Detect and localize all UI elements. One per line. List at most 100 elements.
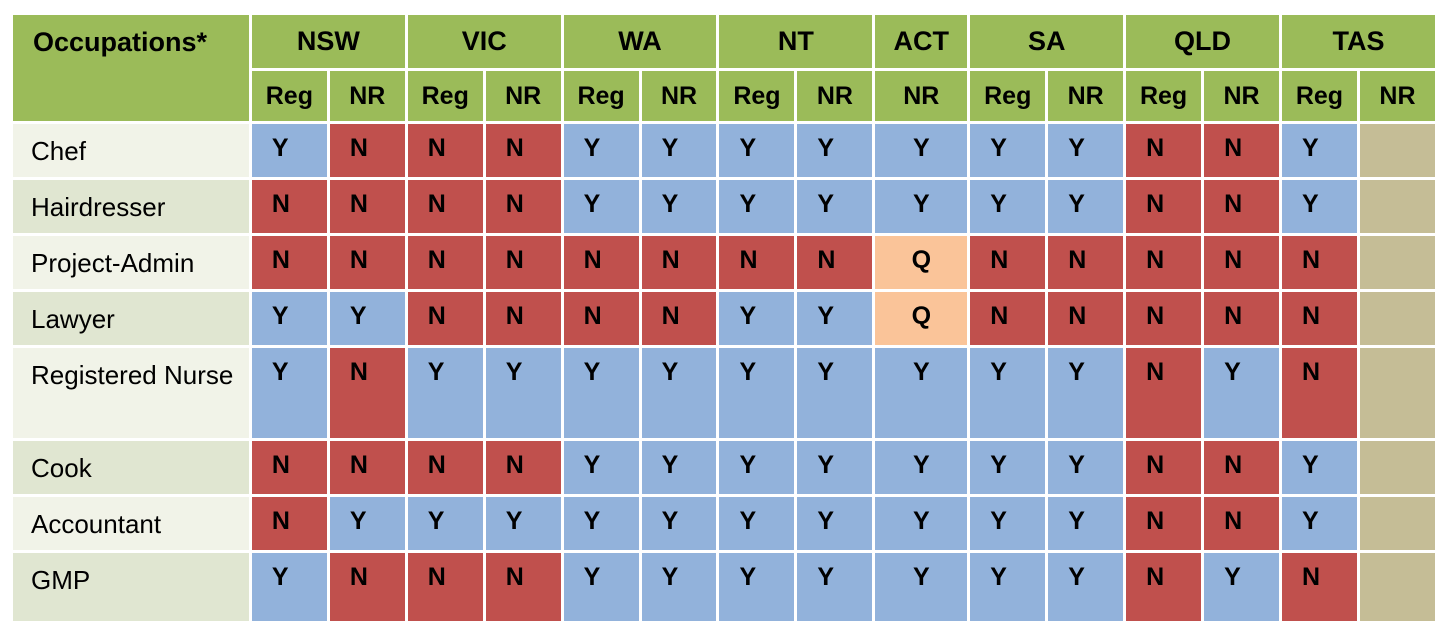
subheader-qld-nr: NR bbox=[1204, 71, 1279, 121]
cell-hairdresser-vic-nr: N bbox=[485, 180, 561, 233]
cell-registered-nurse-qld-nr: Y bbox=[1204, 348, 1279, 438]
subheader-vic-nr: NR bbox=[485, 71, 561, 121]
table-row-project-admin: Project-Admin N N N N N N N N Q N N N N N bbox=[13, 236, 1435, 289]
cell-gmp-vic-nr: N bbox=[485, 553, 561, 621]
subheader-sa-reg: Reg bbox=[970, 71, 1046, 121]
state-header-act: ACT bbox=[875, 15, 968, 68]
cell-lawyer-sa-reg: N bbox=[970, 292, 1046, 345]
cell-registered-nurse-vic-nr: Y bbox=[485, 348, 561, 438]
cell-accountant-nt-nr: Y bbox=[797, 497, 873, 550]
cell-project-admin-nt-nr: N bbox=[797, 236, 873, 289]
cell-project-admin-qld-nr: N bbox=[1204, 236, 1279, 289]
cell-cook-nt-reg: Y bbox=[719, 441, 795, 494]
cell-accountant-vic-reg: Y bbox=[407, 497, 483, 550]
cell-lawyer-nt-nr: Y bbox=[797, 292, 873, 345]
cell-chef-nt-reg: Y bbox=[719, 124, 795, 177]
cell-accountant-act-nr: Y bbox=[875, 497, 968, 550]
table-row-registered-nurse: Registered Nurse Y N Y Y Y Y Y Y Y Y Y N Y N bbox=[13, 348, 1435, 438]
cell-chef-vic-nr: N bbox=[485, 124, 561, 177]
subheader-tas-reg: Reg bbox=[1281, 71, 1357, 121]
cell-cook-qld-nr: N bbox=[1204, 441, 1279, 494]
cell-gmp-vic-reg: N bbox=[407, 553, 483, 621]
cell-project-admin-act-nr: Q bbox=[875, 236, 968, 289]
subheader-qld-reg: Reg bbox=[1126, 71, 1202, 121]
cell-accountant-tas-nr bbox=[1359, 497, 1435, 550]
cell-hairdresser-vic-reg: N bbox=[407, 180, 483, 233]
cell-accountant-nt-reg: Y bbox=[719, 497, 795, 550]
subheader-sa-nr: NR bbox=[1048, 71, 1124, 121]
cell-cook-qld-reg: N bbox=[1126, 441, 1202, 494]
row-label-registered-nurse: Registered Nurse bbox=[13, 348, 249, 438]
cell-chef-sa-nr: Y bbox=[1048, 124, 1124, 177]
cell-registered-nurse-wa-nr: Y bbox=[641, 348, 717, 438]
cell-cook-vic-nr: N bbox=[485, 441, 561, 494]
cell-lawyer-qld-nr: N bbox=[1204, 292, 1279, 345]
subheader-nsw-reg: Reg bbox=[251, 71, 327, 121]
cell-gmp-qld-nr: Y bbox=[1204, 553, 1279, 621]
cell-lawyer-tas-nr bbox=[1359, 292, 1435, 345]
cell-accountant-wa-nr: Y bbox=[641, 497, 717, 550]
occupations-registration-table: Occupations* NSW VIC WA NT ACT SA QLD TAS Reg NR Re… bbox=[10, 12, 1438, 624]
cell-gmp-nsw-nr: N bbox=[329, 553, 405, 621]
cell-hairdresser-tas-reg: Y bbox=[1281, 180, 1357, 233]
cell-hairdresser-wa-reg: Y bbox=[563, 180, 639, 233]
cell-cook-tas-nr bbox=[1359, 441, 1435, 494]
table-row-lawyer: Lawyer Y Y N N N N Y Y Q N N N N N bbox=[13, 292, 1435, 345]
table-row-hairdresser: Hairdresser N N N N Y Y Y Y Y Y Y N N Y bbox=[13, 180, 1435, 233]
cell-gmp-wa-reg: Y bbox=[563, 553, 639, 621]
cell-registered-nurse-qld-reg: N bbox=[1126, 348, 1202, 438]
cell-registered-nurse-act-nr: Y bbox=[875, 348, 968, 438]
cell-accountant-sa-nr: Y bbox=[1048, 497, 1124, 550]
table-row-cook: Cook N N N N Y Y Y Y Y Y Y N N Y bbox=[13, 441, 1435, 494]
state-header-qld: QLD bbox=[1126, 15, 1279, 68]
cell-hairdresser-qld-reg: N bbox=[1126, 180, 1202, 233]
cell-lawyer-tas-reg: N bbox=[1281, 292, 1357, 345]
cell-gmp-nsw-reg: Y bbox=[251, 553, 327, 621]
cell-chef-tas-nr bbox=[1359, 124, 1435, 177]
cell-lawyer-wa-reg: N bbox=[563, 292, 639, 345]
subheader-vic-reg: Reg bbox=[407, 71, 483, 121]
row-label-accountant: Accountant bbox=[13, 497, 249, 550]
row-label-chef: Chef bbox=[13, 124, 249, 177]
cell-gmp-tas-nr bbox=[1359, 553, 1435, 621]
cell-lawyer-nt-reg: Y bbox=[719, 292, 795, 345]
cell-cook-nsw-reg: N bbox=[251, 441, 327, 494]
cell-registered-nurse-sa-nr: Y bbox=[1048, 348, 1124, 438]
cell-accountant-vic-nr: Y bbox=[485, 497, 561, 550]
state-header-nt: NT bbox=[719, 15, 873, 68]
cell-hairdresser-nsw-reg: N bbox=[251, 180, 327, 233]
cell-project-admin-tas-reg: N bbox=[1281, 236, 1357, 289]
cell-cook-tas-reg: Y bbox=[1281, 441, 1357, 494]
row-label-cook: Cook bbox=[13, 441, 249, 494]
cell-registered-nurse-sa-reg: Y bbox=[970, 348, 1046, 438]
cell-registered-nurse-nsw-reg: Y bbox=[251, 348, 327, 438]
cell-registered-nurse-nt-reg: Y bbox=[719, 348, 795, 438]
subheader-tas-nr: NR bbox=[1359, 71, 1435, 121]
cell-lawyer-act-nr: Q bbox=[875, 292, 968, 345]
table-row-chef: Chef Y N N N Y Y Y Y Y Y Y N N Y bbox=[13, 124, 1435, 177]
cell-lawyer-vic-nr: N bbox=[485, 292, 561, 345]
cell-chef-nsw-nr: N bbox=[329, 124, 405, 177]
cell-accountant-sa-reg: Y bbox=[970, 497, 1046, 550]
cell-project-admin-nsw-reg: N bbox=[251, 236, 327, 289]
row-label-hairdresser: Hairdresser bbox=[13, 180, 249, 233]
cell-lawyer-sa-nr: N bbox=[1048, 292, 1124, 345]
cell-cook-wa-reg: Y bbox=[563, 441, 639, 494]
cell-project-admin-wa-reg: N bbox=[563, 236, 639, 289]
cell-cook-sa-reg: Y bbox=[970, 441, 1046, 494]
cell-registered-nurse-vic-reg: Y bbox=[407, 348, 483, 438]
cell-lawyer-wa-nr: N bbox=[641, 292, 717, 345]
cell-lawyer-vic-reg: N bbox=[407, 292, 483, 345]
cell-hairdresser-sa-nr: Y bbox=[1048, 180, 1124, 233]
subheader-nt-nr: NR bbox=[797, 71, 873, 121]
cell-registered-nurse-nsw-nr: N bbox=[329, 348, 405, 438]
cell-hairdresser-nsw-nr: N bbox=[329, 180, 405, 233]
cell-chef-qld-reg: N bbox=[1126, 124, 1202, 177]
cell-hairdresser-act-nr: Y bbox=[875, 180, 968, 233]
cell-accountant-qld-reg: N bbox=[1126, 497, 1202, 550]
state-header-sa: SA bbox=[970, 15, 1124, 68]
cell-project-admin-vic-nr: N bbox=[485, 236, 561, 289]
cell-hairdresser-nt-nr: Y bbox=[797, 180, 873, 233]
cell-gmp-nt-nr: Y bbox=[797, 553, 873, 621]
